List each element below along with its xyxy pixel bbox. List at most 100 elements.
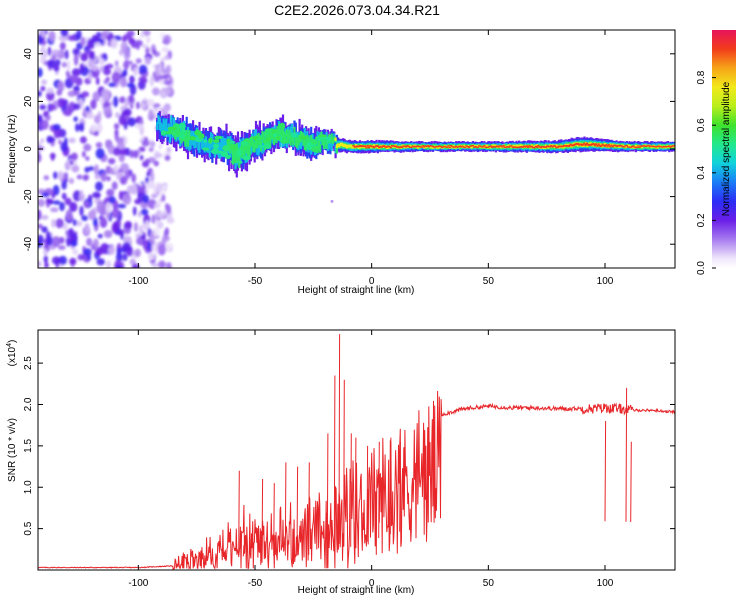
signal-cell — [390, 145, 394, 147]
signal-cell — [396, 146, 399, 148]
colorbar-tick-label: 0.4 — [696, 165, 707, 179]
noise-cell — [132, 150, 139, 159]
signal-cell — [542, 146, 545, 148]
signal-cell — [296, 138, 299, 148]
signal-cell — [355, 145, 358, 148]
snr-spike — [326, 433, 329, 552]
signal-cell — [561, 145, 564, 148]
noise-cell — [153, 185, 157, 197]
signal-cell — [609, 145, 612, 148]
signal-cell — [506, 146, 509, 148]
signal-cell — [592, 143, 595, 145]
signal-cell — [579, 143, 582, 146]
noise-cell — [45, 198, 54, 204]
signal-cell — [560, 145, 563, 148]
noise-cell — [47, 59, 56, 69]
signal-cell — [629, 146, 632, 148]
signal-cell — [609, 143, 612, 147]
colorbar-tick-label: 0.2 — [696, 213, 707, 227]
noise-cell — [46, 87, 54, 94]
signal-cell — [384, 144, 387, 148]
noise-cell — [56, 98, 66, 108]
signal-cell — [536, 144, 539, 148]
signal-cell — [434, 143, 437, 148]
snr-spike — [343, 379, 345, 547]
noise-cell — [103, 102, 111, 107]
signal-cell — [459, 145, 462, 150]
noise-cell — [140, 208, 149, 216]
snr-spike — [273, 483, 275, 556]
signal-cell — [467, 146, 471, 149]
noise-cell — [72, 248, 79, 255]
signal-cell — [446, 146, 449, 148]
signal-cell — [245, 141, 249, 154]
signal-cell — [507, 146, 510, 148]
signal-cell — [226, 138, 231, 143]
signal-cell — [429, 145, 432, 147]
signal-cell — [402, 145, 405, 147]
x-tick-label: 100 — [597, 578, 614, 589]
signal-cell — [188, 130, 191, 141]
signal-cell — [362, 145, 365, 148]
snr-scale-exponent: 4 — [6, 343, 13, 347]
noise-cell — [141, 136, 145, 141]
noise-cell — [122, 242, 131, 251]
signal-cell — [438, 145, 441, 148]
signal-cell — [411, 145, 414, 147]
signal-cell — [541, 145, 544, 148]
noise-cell — [153, 160, 159, 167]
noise-cell — [64, 49, 69, 60]
signal-cell — [670, 145, 673, 147]
signal-cell — [408, 146, 412, 148]
signal-cell — [415, 146, 418, 148]
signal-cell — [501, 146, 504, 148]
signal-cell — [505, 146, 508, 148]
noise-cell — [90, 99, 97, 110]
signal-cell — [462, 146, 465, 148]
signal-cell — [659, 146, 662, 148]
noise-cell — [139, 154, 144, 161]
noise-cell — [60, 30, 69, 37]
signal-cell — [482, 146, 485, 148]
signal-cell — [208, 137, 213, 144]
signal-cell — [672, 145, 675, 147]
noise-cell — [166, 217, 175, 224]
signal-cell — [330, 199, 334, 203]
signal-cell — [500, 145, 503, 149]
signal-cell — [473, 144, 476, 148]
signal-cell — [361, 145, 364, 147]
signal-cell — [290, 132, 298, 138]
signal-cell — [410, 146, 413, 149]
signal-cell — [492, 145, 495, 150]
signal-cell — [621, 145, 625, 148]
noise-cell — [162, 39, 169, 45]
signal-cell — [293, 126, 296, 138]
signal-cell — [651, 145, 654, 148]
noise-cell — [51, 49, 60, 56]
signal-cell — [611, 145, 614, 148]
noise-cell — [41, 192, 50, 198]
signal-cell — [283, 131, 286, 144]
noise-cell — [116, 264, 122, 268]
noise-cell — [161, 69, 168, 75]
signal-cell — [168, 126, 172, 143]
noise-cell — [162, 210, 166, 215]
signal-cell — [365, 144, 368, 148]
signal-cell — [416, 145, 419, 147]
signal-cell — [619, 144, 622, 147]
noise-cell — [69, 202, 78, 212]
signal-cell — [293, 134, 296, 146]
noise-cell — [129, 149, 134, 159]
signal-cell — [601, 143, 604, 146]
noise-cell — [139, 231, 143, 236]
signal-cell — [605, 144, 608, 148]
signal-cell — [371, 145, 374, 148]
signal-cell — [162, 118, 165, 133]
signal-cell — [406, 145, 409, 148]
y-tick-label: 0.5 — [23, 521, 34, 535]
signal-cell — [407, 145, 410, 148]
noise-cell — [138, 64, 148, 75]
noise-cell — [94, 42, 102, 47]
signal-cell — [171, 116, 174, 134]
signal-cell — [318, 134, 327, 138]
